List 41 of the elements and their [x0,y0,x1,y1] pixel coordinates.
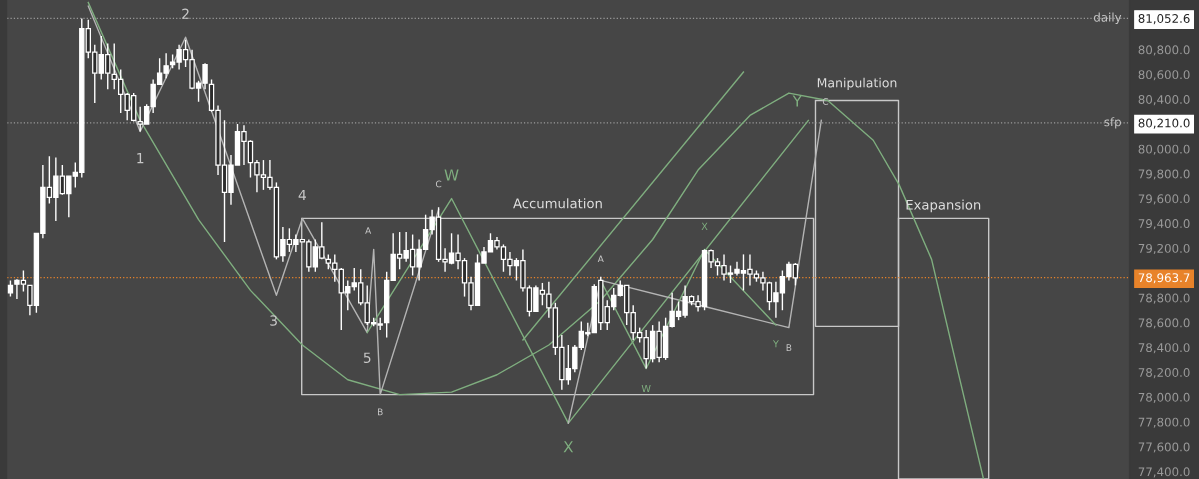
y-tick-label: 81,052.6 [1138,14,1190,25]
annotation: 2 [182,8,189,19]
annotation: 3 [270,315,277,326]
y-tick-label: 80,400.0 [1138,95,1190,106]
y-tick-label: 79,200.0 [1138,243,1190,255]
annotation: 4 [298,189,306,201]
annotation: X [563,441,574,453]
y-tick-label: 79,800.0 [1138,169,1190,180]
y-tick-label: 78,963.7 [1138,273,1190,284]
y-tick-label: 77,400.0 [1138,467,1190,478]
y-tick-label: 79,400.0 [1138,219,1190,230]
y-tick-label: 78,800.0 [1138,293,1190,304]
annotation: W [641,384,651,393]
y-tick-label: 78,400.0 [1138,343,1190,354]
annotation: A [597,255,604,263]
annotation: Y [792,95,802,107]
y-tick-label: 79,600.0 [1138,194,1190,205]
annotation: A [365,227,372,234]
y-tick-label: 80,000.0 [1138,144,1190,155]
y-tick-label: 80,600.0 [1138,70,1190,81]
y-tick-label: 78,200.0 [1138,368,1190,379]
annotation: Y [772,340,779,348]
y-tick-label: 77,600.0 [1138,442,1190,453]
annotation: 1 [137,153,144,164]
y-tick-label: 78,000.0 [1138,392,1190,403]
annotation: C [435,180,442,188]
annotation: 5 [363,352,371,363]
annotation: X [701,222,708,230]
annotation: Accumulation [513,198,602,209]
ref-line-label: daily [1093,12,1122,24]
annotation: W [444,169,459,181]
annotation: Manipulation [817,77,897,90]
annotation: B [377,408,383,416]
y-tick-label: 80,210.0 [1138,118,1190,129]
y-tick-label: 78,600.0 [1138,318,1190,329]
annotation: B [786,344,792,351]
annotation: Exapansion [906,199,981,213]
annotation: C [822,98,829,105]
ref-line-label: sfp [1104,117,1121,129]
y-tick-label: 80,800.0 [1138,45,1190,56]
y-tick-label: 77,800.0 [1138,417,1190,428]
